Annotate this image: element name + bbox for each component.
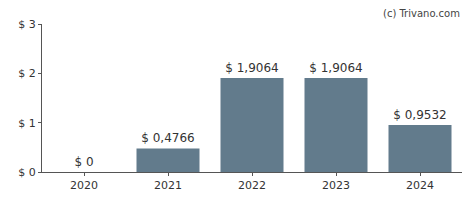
svg-text:2022: 2022 xyxy=(238,179,266,192)
svg-text:$ 1: $ 1 xyxy=(18,117,36,130)
svg-text:$ 1,9064: $ 1,9064 xyxy=(225,61,278,75)
svg-text:2023: 2023 xyxy=(322,179,350,192)
svg-text:$ 0,9532: $ 0,9532 xyxy=(393,108,446,122)
svg-text:$ 0: $ 0 xyxy=(18,166,36,179)
svg-text:2024: 2024 xyxy=(406,179,434,192)
svg-text:$ 0,4766: $ 0,4766 xyxy=(141,131,194,145)
svg-text:$ 0: $ 0 xyxy=(74,155,93,169)
svg-text:2021: 2021 xyxy=(154,179,182,192)
svg-text:2020: 2020 xyxy=(70,179,98,192)
svg-text:$ 2: $ 2 xyxy=(18,67,36,80)
svg-text:$ 1,9064: $ 1,9064 xyxy=(309,61,362,75)
svg-text:(c) Trivano.com: (c) Trivano.com xyxy=(383,8,460,19)
svg-text:$ 3: $ 3 xyxy=(18,18,36,31)
